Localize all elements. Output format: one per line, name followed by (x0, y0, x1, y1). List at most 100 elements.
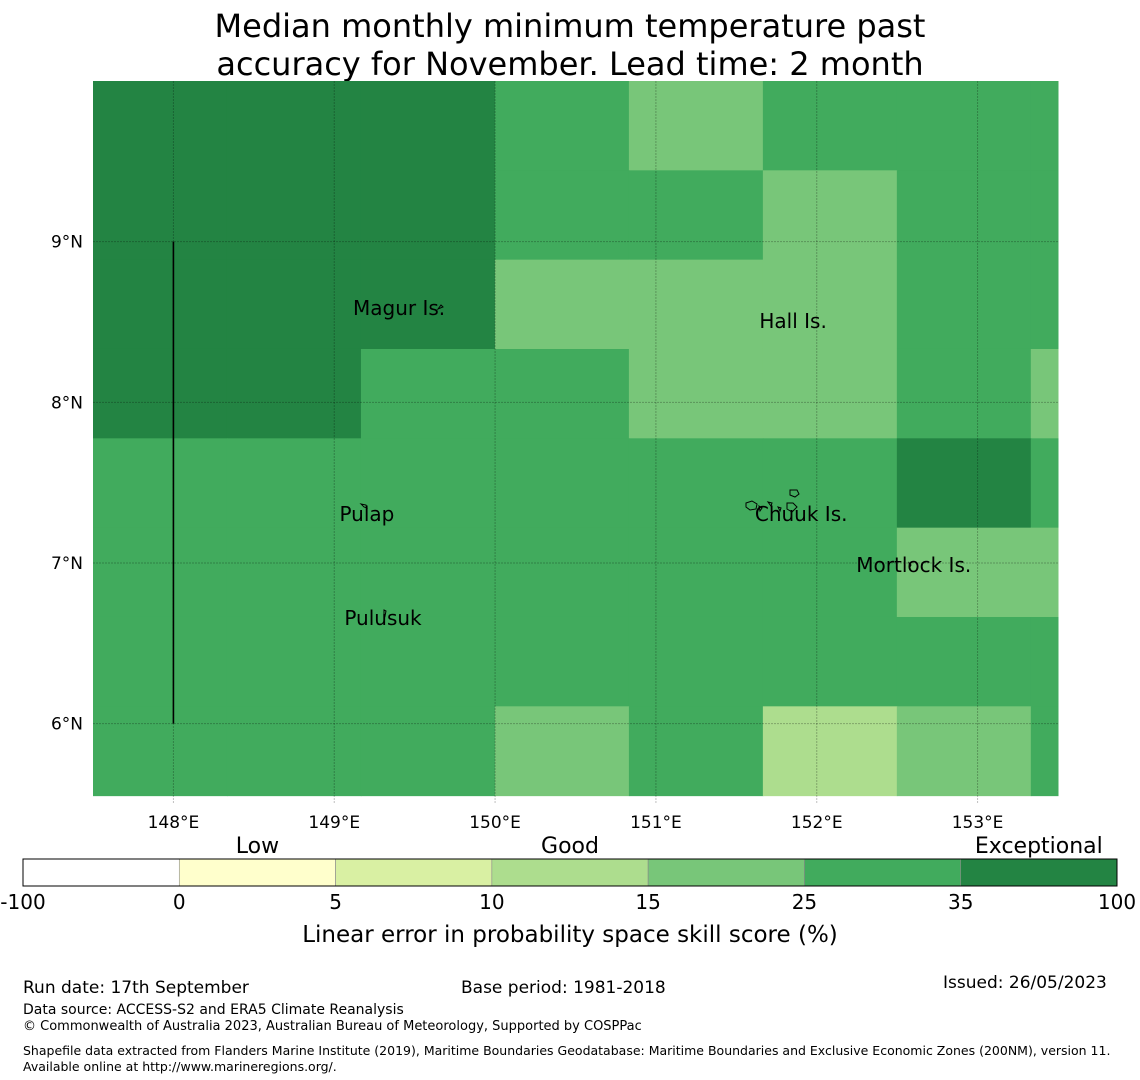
grid-cell (93, 527, 228, 618)
issued-date: Issued: 26/05/2023 (943, 973, 1107, 993)
grid-cell (896, 706, 1032, 797)
grid-cell (226, 706, 362, 797)
island-outline (359, 503, 368, 509)
grid-cell (1030, 348, 1059, 439)
grid-cell (762, 259, 898, 350)
grid-cell (628, 438, 764, 529)
colorbar-bin (960, 858, 1118, 887)
grid-cell (1030, 527, 1059, 618)
grid-cell (762, 170, 898, 261)
grid-cell (360, 81, 496, 171)
grid-cell (762, 706, 898, 797)
island-outline (436, 304, 444, 311)
skill-score-map: Magur Is. Hall Is. Pulap Chuuk Is. Mortlock … (0, 81, 1136, 948)
grid-cell (762, 81, 898, 171)
grid-cell (93, 438, 228, 529)
grid-cell (226, 348, 362, 439)
island-outline (908, 561, 912, 569)
grid-cell (896, 616, 1032, 707)
colorbar-axis-label: Linear error in probability space skill … (302, 922, 838, 948)
grid-cell (628, 706, 764, 797)
grid-cell (494, 81, 630, 171)
grid-cell (628, 348, 764, 439)
colorbar-category-label: Exceptional (975, 834, 1103, 859)
grid-cell (628, 81, 764, 171)
grid-cell (93, 259, 228, 350)
colorbar-tick-label: 10 (479, 890, 504, 914)
place-label: Pulusuk (344, 606, 422, 630)
grid-cell (762, 438, 898, 529)
latitude-tick-label: 8°N (51, 393, 83, 413)
data-source: Data source: ACCESS-S2 and ERA5 Climate … (23, 1002, 404, 1018)
map-axes: 148°E 149°E 150°E 151°E 152°E 153°E 9°N 8°N 7°N 6… (51, 233, 1004, 833)
grid-cell (896, 259, 1032, 350)
colorbar-bin (491, 858, 649, 887)
grid-cell (1030, 81, 1059, 171)
place-labels: Magur Is. Hall Is. Pulap Chuuk Is. Mortlock … (339, 296, 971, 630)
grid-cell (360, 438, 496, 529)
colorbar-bin (647, 858, 805, 887)
grid-cell (1030, 170, 1059, 261)
grid-cell (226, 170, 362, 261)
grid-cell (226, 438, 362, 529)
grid-cell (628, 527, 764, 618)
grid-cell (360, 348, 496, 439)
grid-cell (494, 259, 630, 350)
longitude-tick-label: 149°E (308, 813, 360, 833)
grid-cell (628, 616, 764, 707)
colorbar-tick-label: 15 (635, 890, 660, 914)
colorbar-bin (335, 858, 493, 887)
graticule (93, 81, 1058, 804)
colorbar-bin (22, 858, 180, 887)
map-grid-cells (93, 81, 1059, 797)
colorbar-tick-label: 100 (1098, 890, 1136, 914)
grid-cell (1030, 438, 1059, 529)
colorbar-frame (22, 858, 1118, 887)
colorbar-tick-label: -100 (0, 890, 45, 914)
colorbar: -100 0 5 10 15 25 35 100 Low Good Exceptional Linea… (0, 834, 1136, 948)
grid-cell (360, 259, 496, 350)
grid-cell (896, 527, 1032, 618)
grid-cell (494, 438, 630, 529)
latitude-tick-label: 9°N (51, 233, 83, 253)
place-label: Magur Is. (353, 296, 445, 320)
latitude-tick-label: 6°N (51, 715, 83, 735)
island-outline (383, 609, 387, 618)
base-period: Base period: 1981-2018 (461, 978, 666, 998)
colorbar-tick-label: 5 (329, 890, 342, 914)
grid-cell (762, 527, 898, 618)
place-label: Chuuk Is. (755, 502, 848, 526)
copyright: © Commonwealth of Australia 2023, Austra… (23, 1019, 642, 1034)
grid-cell (628, 259, 764, 350)
grid-cell (494, 527, 630, 618)
longitude-tick-label: 152°E (791, 813, 843, 833)
place-label: Mortlock Is. (856, 553, 971, 577)
grid-cell (226, 81, 362, 171)
grid-cell (762, 348, 898, 439)
grid-cell (360, 616, 496, 707)
latitude-tick-label: 7°N (51, 554, 83, 574)
grid-cell (93, 170, 228, 261)
map-title-line-1: Median monthly minimum temperature past (214, 7, 926, 45)
grid-cell (93, 81, 228, 171)
grid-cell (762, 616, 898, 707)
grid-cell (226, 259, 362, 350)
grid-cell (494, 706, 630, 797)
grid-cell (494, 170, 630, 261)
island-outline (745, 489, 800, 513)
map-title-line-2: accuracy for November. Lead time: 2 mont… (216, 45, 924, 83)
grid-cell (896, 438, 1032, 529)
island-outlines (359, 304, 912, 618)
grid-cell (1030, 259, 1059, 350)
grid-cell (360, 706, 496, 797)
grid-cell (494, 616, 630, 707)
place-label: Pulap (339, 502, 394, 526)
grid-cell (1030, 616, 1059, 707)
grid-cell (1030, 706, 1059, 797)
grid-cell (896, 81, 1032, 171)
grid-cell (93, 706, 228, 797)
grid-cell (494, 348, 630, 439)
grid-cell (628, 170, 764, 261)
longitude-tick-label: 153°E (952, 813, 1004, 833)
grid-cell (93, 616, 228, 707)
